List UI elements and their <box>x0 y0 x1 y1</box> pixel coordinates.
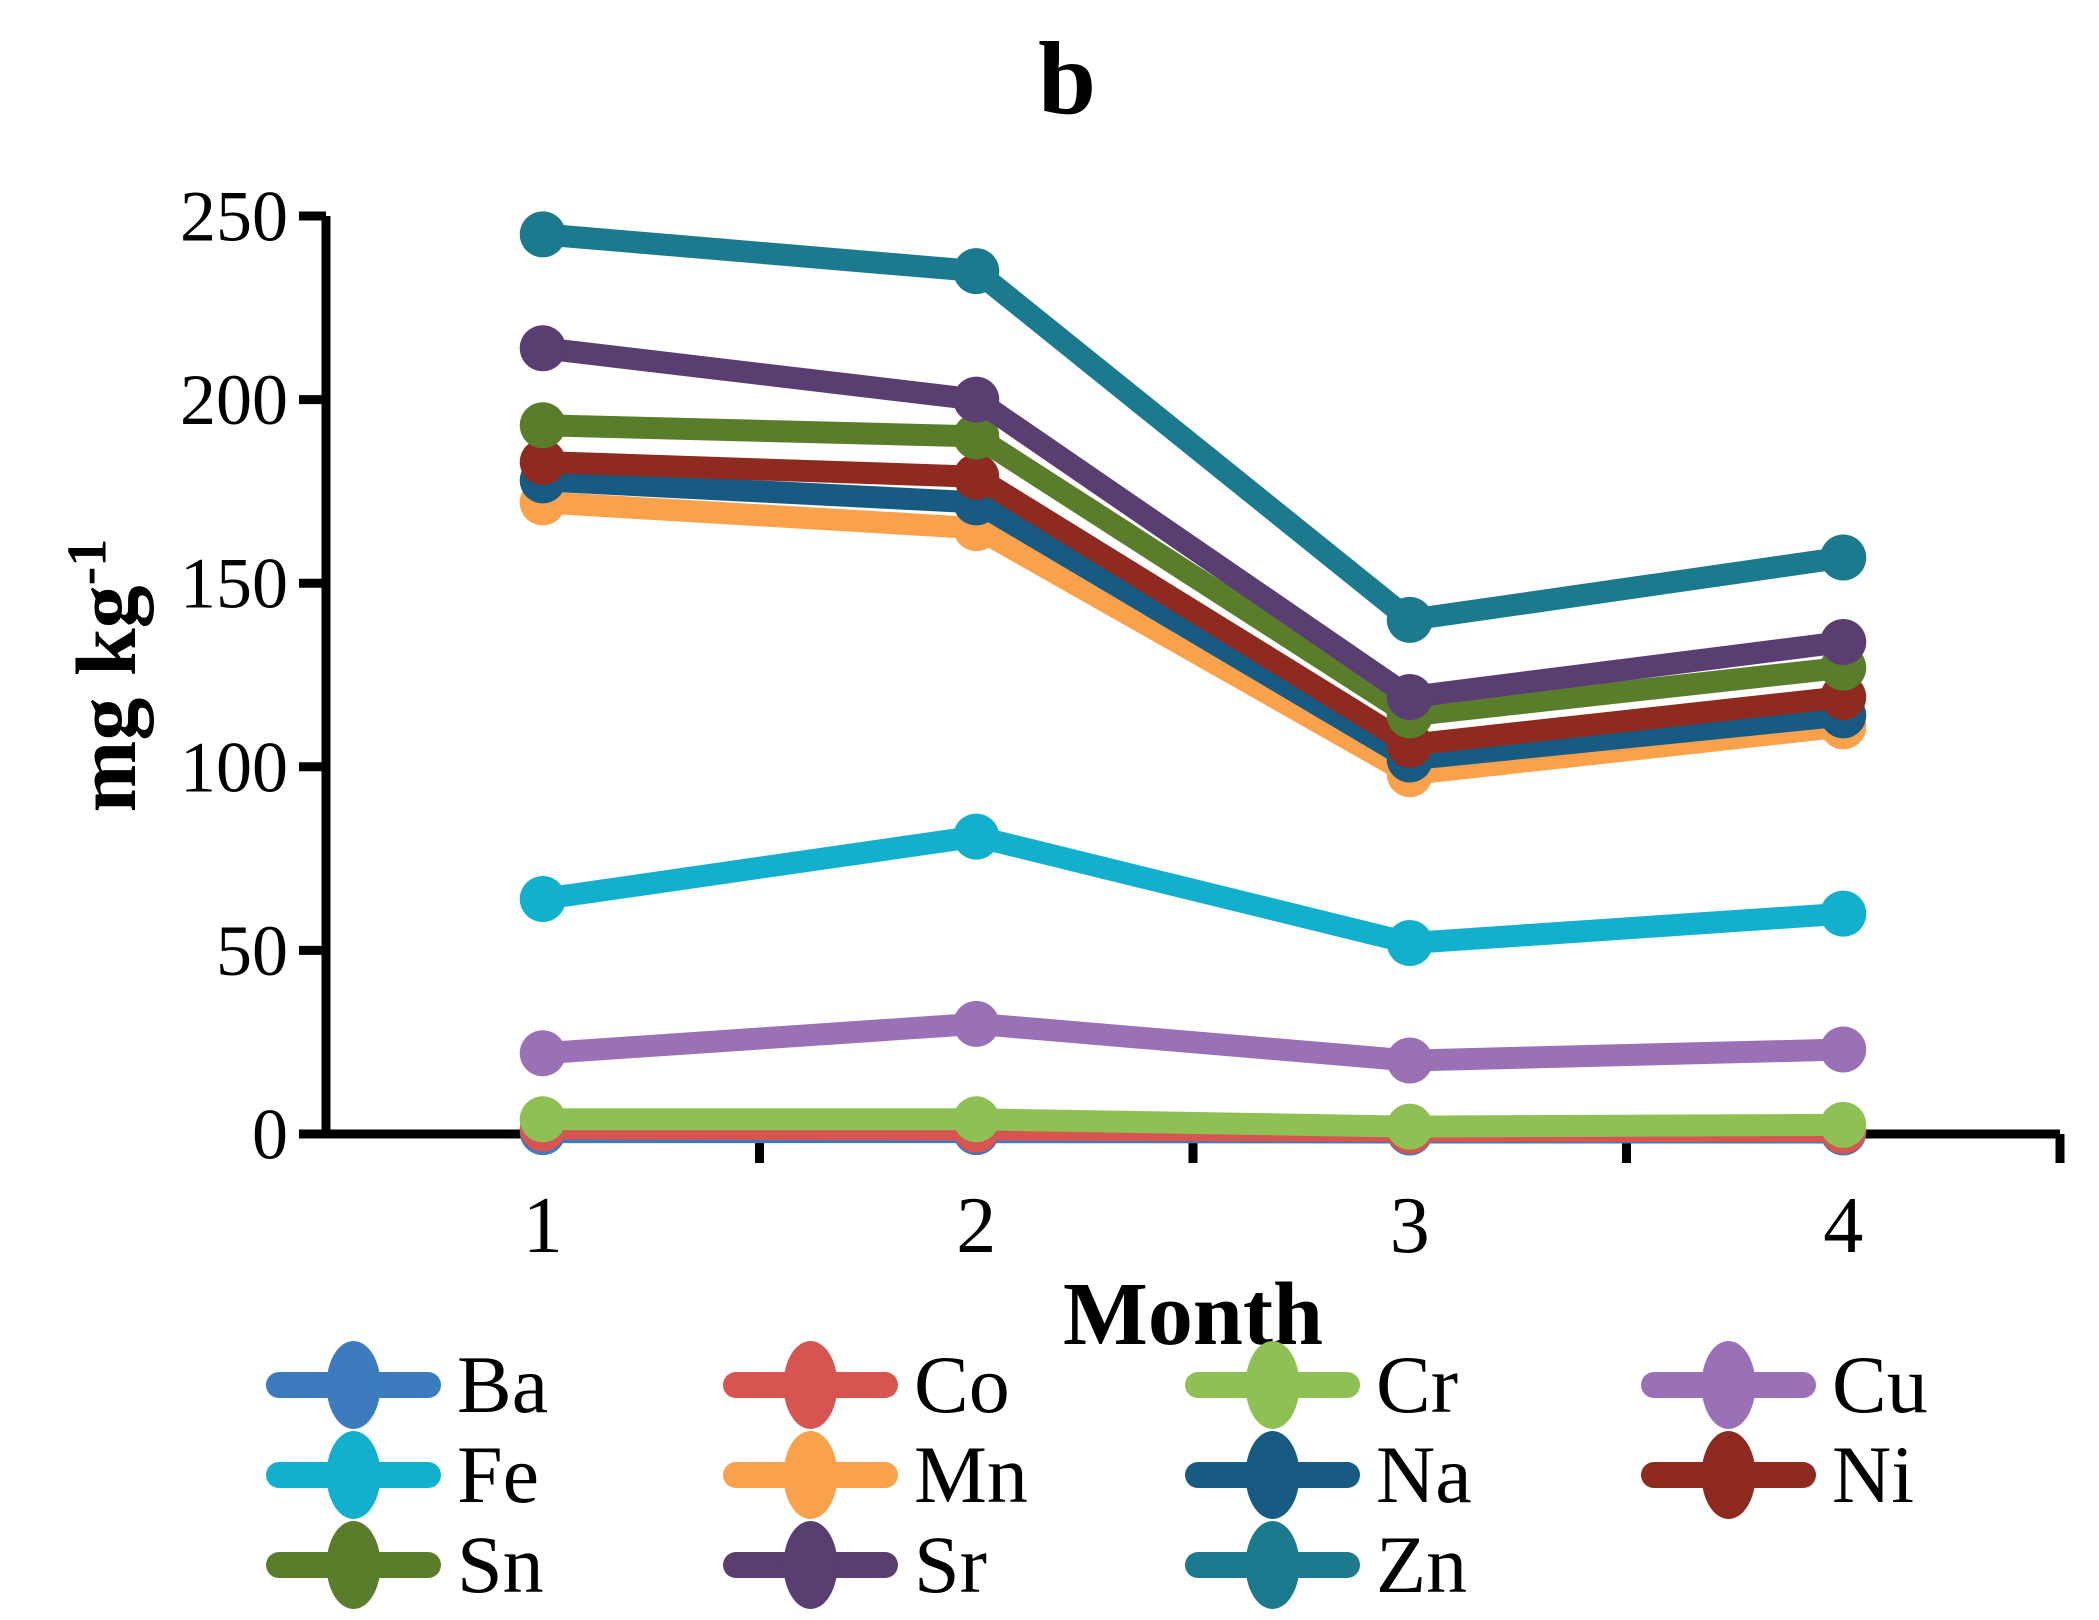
data-point-Cu-m1 <box>519 1030 566 1077</box>
series-line-Cr <box>542 1108 1844 1138</box>
x-tick-label: 4 <box>1823 1182 1863 1270</box>
data-point-Cu-m4 <box>1820 1026 1867 1073</box>
data-point-Cu-m3 <box>1386 1037 1433 1084</box>
data-point-Fe-m3 <box>1386 920 1433 967</box>
y-tick-label: 50 <box>216 911 288 991</box>
data-point-Ni-m1 <box>519 439 566 486</box>
y-tick-label: 250 <box>180 176 288 256</box>
series-line-Zn <box>541 223 1845 631</box>
data-point-Sn-m1 <box>519 402 566 449</box>
series-line-Sn <box>542 414 1845 727</box>
data-point-Fe-m1 <box>519 875 566 922</box>
x-tick-label: 2 <box>956 1182 996 1270</box>
data-point-Zn-m4 <box>1820 534 1867 581</box>
data-point-Cu-m2 <box>953 1000 1000 1047</box>
data-point-Cr-m4 <box>1820 1101 1867 1148</box>
data-point-Cr-m1 <box>519 1096 566 1143</box>
x-tick-label: 1 <box>523 1182 563 1270</box>
chart-title: b <box>1038 21 1096 136</box>
data-point-Cr-m3 <box>1386 1103 1433 1150</box>
y-tick-label: 100 <box>180 727 288 807</box>
series-line-Mn <box>542 491 1845 786</box>
data-point-Zn-m2 <box>953 248 1000 295</box>
data-point-Cr-m2 <box>953 1096 1000 1143</box>
data-point-Sr-m2 <box>953 376 1000 423</box>
data-point-Ni-m2 <box>953 453 1000 500</box>
series-line-Sr <box>541 337 1845 709</box>
data-point-Sr-m4 <box>1820 618 1867 665</box>
data-point-Zn-m1 <box>519 211 566 258</box>
x-tick-label: 3 <box>1390 1182 1430 1270</box>
data-point-Sr-m1 <box>519 325 566 372</box>
data-point-Zn-m3 <box>1386 596 1433 643</box>
y-tick-label: 150 <box>180 544 288 624</box>
data-point-Sn-m2 <box>953 413 1000 460</box>
y-tick-label: 200 <box>180 360 288 440</box>
x-axis-title: Month <box>1062 1265 1324 1364</box>
y-tick-label: 0 <box>252 1094 288 1174</box>
data-point-Sr-m3 <box>1386 674 1433 721</box>
series-line-Fe <box>541 825 1844 955</box>
data-point-Fe-m4 <box>1820 890 1867 937</box>
series-line-Na <box>542 469 1845 771</box>
series-line-Cu <box>542 1012 1844 1072</box>
data-point-Fe-m2 <box>953 813 1000 860</box>
series-line-Ni <box>542 451 1845 756</box>
